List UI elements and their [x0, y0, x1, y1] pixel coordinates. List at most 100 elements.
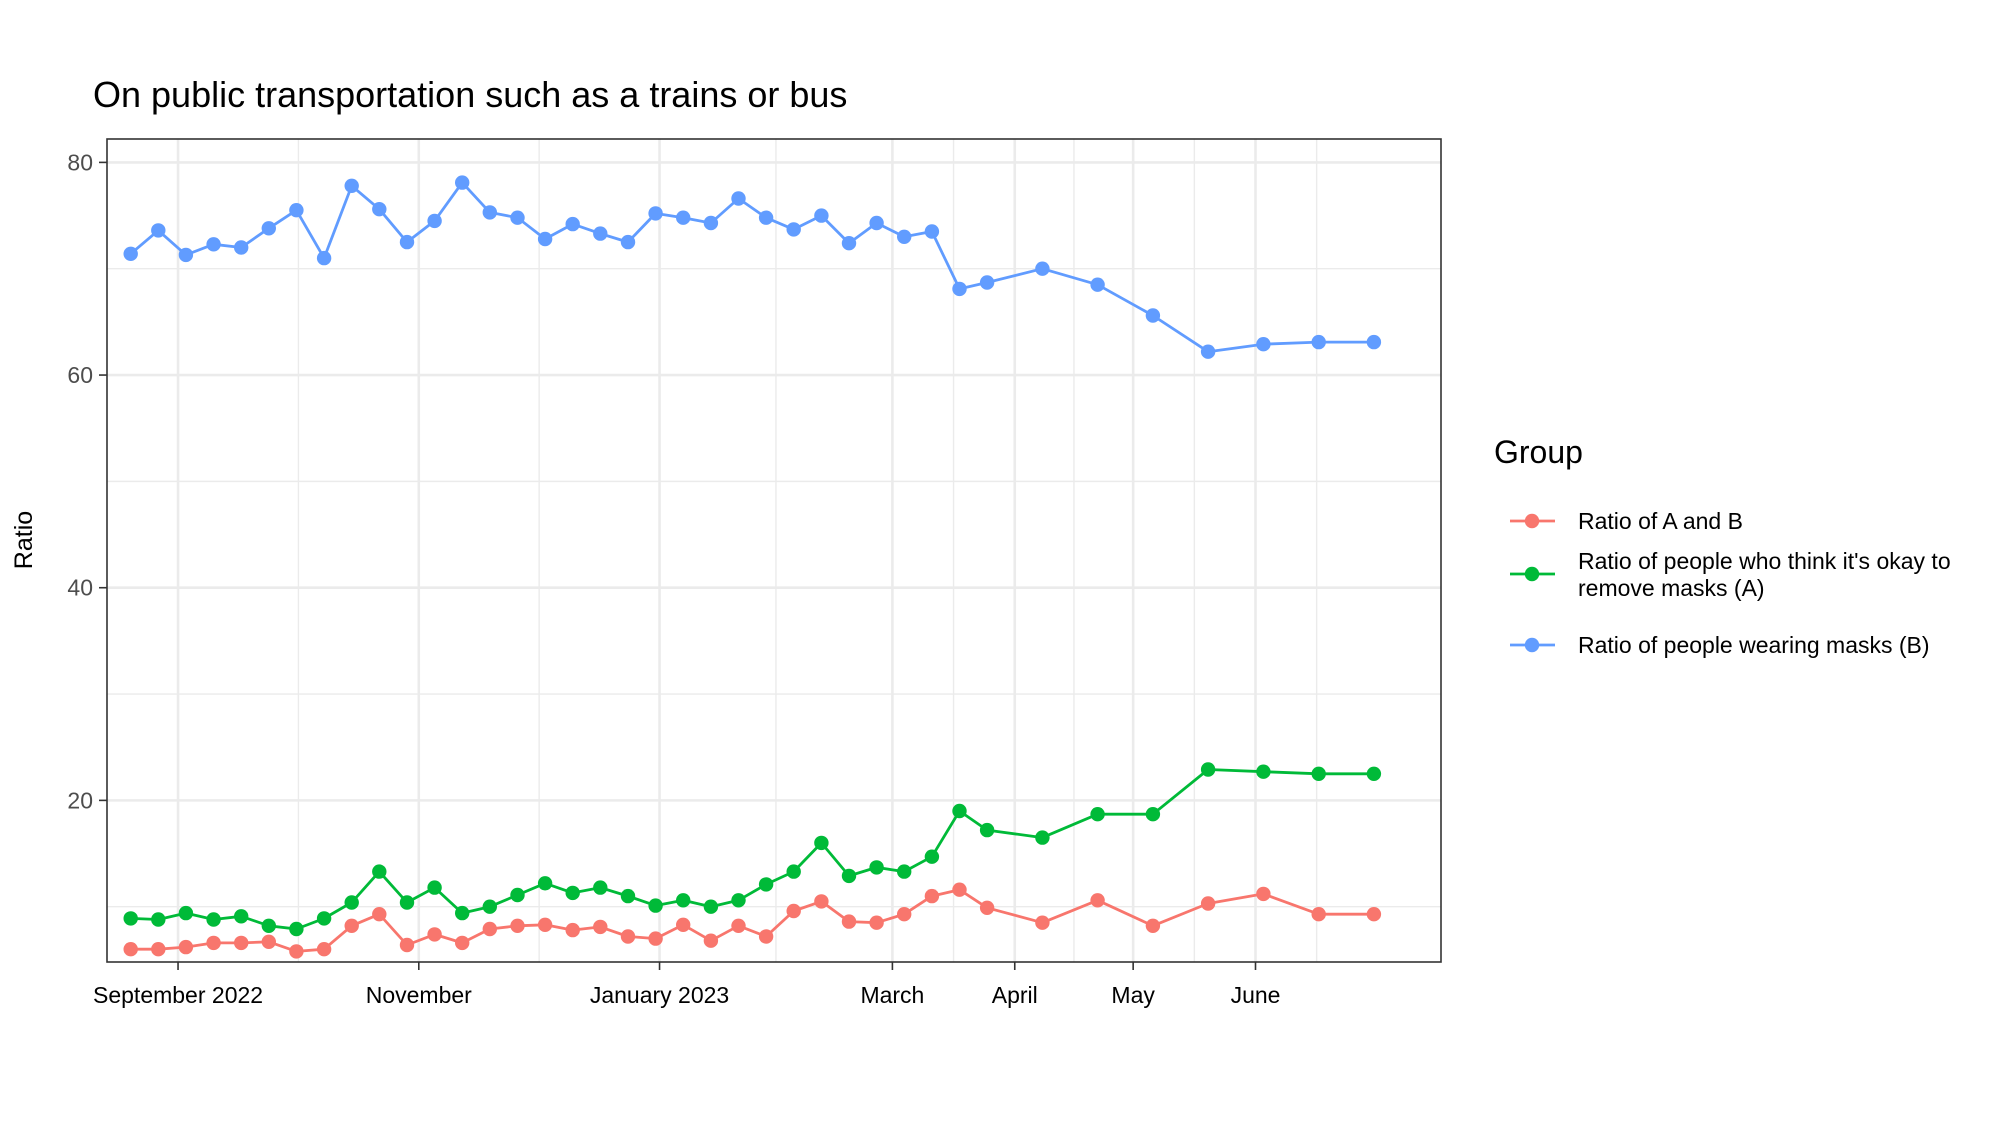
data-point [455, 905, 470, 921]
data-point [206, 237, 221, 252]
data-point [593, 880, 608, 895]
data-point [178, 905, 194, 921]
data-point [510, 918, 525, 933]
legend-item: Ratio of people who think it's okay to re… [1510, 548, 1951, 601]
major-gridlines [107, 139, 1441, 962]
data-point [399, 895, 415, 910]
x-axis: September 2022 November January 2023 March A… [93, 962, 1280, 1008]
data-point [1090, 893, 1105, 908]
data-point [123, 246, 138, 261]
data-point [897, 864, 912, 879]
data-point [897, 907, 912, 922]
legend-label: Ratio of people wearing masks (B) [1578, 632, 1930, 658]
x-tick-label: September 2022 [93, 982, 263, 1008]
data-point [703, 215, 719, 231]
data-point [1035, 915, 1050, 930]
data-point [869, 860, 884, 875]
panel-background [107, 139, 1441, 962]
data-point [1256, 764, 1271, 779]
data-point [427, 880, 442, 895]
legend-item: Ratio of A and B [1510, 508, 1743, 534]
data-point [814, 208, 829, 223]
data-point [731, 918, 746, 933]
data-point [482, 899, 497, 914]
data-point [648, 931, 663, 946]
data-point [648, 206, 663, 221]
data-point [289, 203, 304, 218]
x-tick-label: November [366, 982, 472, 1008]
data-point [786, 222, 801, 237]
data-point [565, 922, 580, 938]
data-point [123, 911, 138, 926]
data-point [289, 944, 304, 959]
data-point [289, 921, 304, 937]
data-point [1256, 886, 1271, 902]
data-point [703, 899, 719, 914]
data-point [869, 215, 884, 231]
data-point [924, 888, 940, 904]
data-point [537, 231, 553, 247]
data-point [455, 935, 470, 951]
data-point [620, 929, 636, 944]
legend-title: Group [1494, 434, 1583, 470]
data-point [648, 898, 663, 913]
data-point [151, 912, 166, 927]
y-axis: 20 40 60 80 [67, 149, 107, 813]
data-point [1311, 766, 1326, 781]
data-point [1200, 762, 1216, 777]
data-point [178, 939, 194, 955]
data-point [593, 919, 608, 935]
series-2 [123, 762, 1382, 937]
data-point [178, 247, 194, 263]
data-point [1090, 807, 1105, 822]
data-point [676, 210, 691, 225]
data-point [758, 877, 774, 892]
data-point [1366, 334, 1382, 350]
data-point [1311, 334, 1326, 350]
series-3 [123, 175, 1382, 359]
x-tick-label: May [1111, 982, 1155, 1008]
data-point [537, 876, 553, 891]
data-point [620, 888, 636, 904]
data-point [758, 929, 774, 944]
data-point [676, 917, 691, 932]
data-point [510, 887, 525, 903]
data-point [537, 917, 553, 932]
data-point [372, 202, 387, 217]
data-point [344, 178, 359, 193]
data-point [676, 893, 691, 908]
y-axis-title: Ratio [10, 511, 38, 569]
data-point [1035, 261, 1050, 276]
data-point [234, 240, 249, 255]
data-point [593, 226, 608, 241]
data-point [482, 921, 497, 937]
data-point [1366, 766, 1382, 781]
data-point [316, 911, 332, 926]
x-tick-label: April [992, 982, 1038, 1008]
data-point [427, 213, 442, 229]
data-point [510, 210, 525, 225]
data-point [924, 849, 940, 864]
x-tick-label: June [1231, 982, 1281, 1008]
y-tick-label: 20 [67, 787, 93, 813]
data-point [316, 942, 332, 957]
legend-item: Ratio of people wearing masks (B) [1510, 632, 1930, 658]
data-point [620, 234, 636, 250]
legend-key-point [1524, 637, 1540, 653]
data-point [123, 942, 138, 957]
data-point [841, 236, 857, 251]
data-point [206, 912, 221, 927]
legend-label: Ratio of A and B [1578, 508, 1743, 534]
series-1 [123, 882, 1382, 959]
data-point [869, 915, 884, 930]
data-point [261, 934, 276, 949]
data-point [814, 894, 829, 909]
x-tick-label: January 2023 [590, 982, 729, 1008]
data-point [399, 234, 415, 250]
data-point [1200, 896, 1216, 911]
data-point [344, 918, 359, 933]
data-point [316, 250, 332, 266]
data-point [565, 885, 580, 901]
data-point [952, 281, 967, 297]
